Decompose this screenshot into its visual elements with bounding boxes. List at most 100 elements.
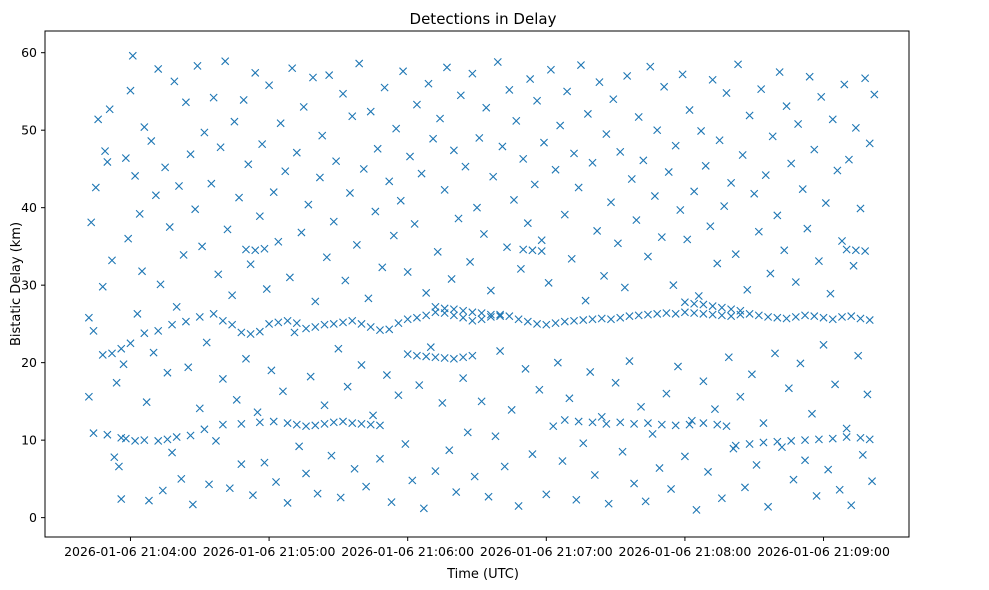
data-point-scatter-noise-168 bbox=[477, 397, 486, 406]
data-point-track-12km-a-6 bbox=[154, 436, 163, 445]
data-point-scatter-noise-211 bbox=[576, 61, 585, 70]
data-point-track-25km-main-19 bbox=[283, 316, 292, 325]
x-tick-label-2: 2026-01-06 21:06:00 bbox=[341, 544, 474, 559]
data-point-scatter-noise-28 bbox=[154, 64, 163, 73]
data-point-scatter-noise-4 bbox=[98, 282, 107, 291]
data-point-scatter-noise-108 bbox=[339, 89, 347, 98]
data-point-scatter-noise-52 bbox=[209, 93, 218, 102]
data-point-scatter-noise-99 bbox=[318, 131, 327, 140]
data-point-scatter-noise-197 bbox=[544, 278, 553, 287]
data-point-scatter-noise-280 bbox=[736, 392, 745, 401]
data-point-track-12km-a-11 bbox=[218, 420, 227, 429]
data-point-track-12km-a-8 bbox=[172, 433, 181, 442]
data-point-track-12km-a-22 bbox=[348, 419, 357, 428]
data-point-scatter-noise-154 bbox=[445, 446, 454, 455]
data-point-track-25km-main-14 bbox=[237, 328, 246, 337]
data-point-scatter-noise-218 bbox=[593, 226, 602, 235]
data-point-scatter-noise-72 bbox=[255, 212, 264, 221]
data-point-track-25km-main-26 bbox=[348, 316, 357, 325]
data-point-scatter-noise-202 bbox=[556, 121, 565, 130]
data-point-scatter-noise-103 bbox=[327, 451, 336, 460]
data-point-track-12km-b-5 bbox=[630, 419, 639, 428]
data-point-scatter-noise-6 bbox=[103, 157, 112, 166]
data-point-track-25km-main-40 bbox=[477, 315, 486, 324]
data-point-scatter-noise-12 bbox=[117, 495, 126, 504]
data-point-track-25km-main-3 bbox=[108, 349, 116, 358]
data-point-track-12km-a-13 bbox=[255, 418, 264, 427]
data-point-scatter-noise-56 bbox=[218, 374, 227, 383]
data-point-track-25km-main-22 bbox=[311, 323, 320, 331]
data-point-track-25km-main-21 bbox=[302, 324, 311, 333]
data-point-scatter-noise-81 bbox=[276, 119, 285, 128]
data-point-scatter-noise-320 bbox=[828, 115, 837, 124]
data-point-scatter-noise-291 bbox=[761, 171, 770, 180]
data-point-scatter-noise-186 bbox=[519, 154, 528, 163]
data-point-track-34km-4 bbox=[528, 246, 537, 255]
x-tick-label-5: 2026-01-06 21:09:00 bbox=[757, 544, 890, 559]
data-point-scatter-noise-303 bbox=[789, 475, 798, 484]
data-point-track-27km-upper-10 bbox=[699, 300, 708, 309]
data-point-track-25km-main-67 bbox=[727, 312, 736, 321]
data-point-scatter-noise-220 bbox=[597, 412, 606, 421]
data-point-scatter-noise-226 bbox=[611, 378, 620, 387]
data-point-scatter-noise-35 bbox=[170, 77, 179, 86]
data-point-scatter-noise-152 bbox=[440, 185, 449, 194]
data-point-scatter-noise-43 bbox=[188, 500, 197, 509]
data-point-track-25km-main-10 bbox=[195, 312, 204, 321]
data-point-scatter-noise-175 bbox=[493, 58, 502, 66]
data-point-track-25km-main-65 bbox=[708, 310, 717, 319]
data-point-scatter-noise-140 bbox=[412, 100, 421, 109]
data-point-scatter-noise-268 bbox=[708, 75, 717, 84]
data-point-scatter-noise-142 bbox=[417, 169, 426, 178]
data-point-scatter-noise-228 bbox=[616, 147, 625, 156]
data-point-scatter-noise-312 bbox=[810, 145, 819, 154]
data-point-scatter-noise-96 bbox=[311, 297, 320, 306]
data-point-scatter-noise-311 bbox=[807, 409, 816, 418]
data-point-scatter-noise-67 bbox=[244, 160, 253, 169]
data-point-scatter-noise-25 bbox=[147, 137, 156, 146]
data-point-track-25km-main-43 bbox=[505, 312, 514, 321]
data-point-scatter-noise-111 bbox=[345, 188, 354, 197]
data-point-track-25km-main-23 bbox=[320, 320, 329, 329]
data-point-scatter-noise-306 bbox=[796, 359, 805, 368]
data-point-scatter-noise-98 bbox=[315, 173, 324, 182]
data-point-scatter-noise-281 bbox=[738, 150, 747, 159]
data-point-scatter-noise-181 bbox=[507, 405, 516, 414]
data-point-scatter-noise-1 bbox=[87, 218, 96, 227]
data-point-track-25km-main-63 bbox=[690, 309, 699, 318]
data-point-scatter-noise-290 bbox=[759, 419, 768, 428]
y-axis-label: Bistatic Delay (km) bbox=[9, 222, 24, 346]
data-point-scatter-noise-215 bbox=[586, 367, 595, 376]
data-point-scatter-noise-2 bbox=[91, 183, 100, 192]
data-point-scatter-noise-73 bbox=[258, 140, 267, 149]
data-point-scatter-noise-332 bbox=[856, 204, 865, 213]
data-point-scatter-noise-153 bbox=[442, 63, 451, 72]
data-point-scatter-noise-293 bbox=[766, 269, 775, 278]
data-point-scatter-noise-241 bbox=[646, 62, 655, 71]
data-point-scatter-noise-234 bbox=[630, 479, 639, 488]
data-point-track-12km-b-10 bbox=[699, 419, 708, 428]
data-point-scatter-noise-338 bbox=[870, 90, 879, 99]
data-point-scatter-noise-144 bbox=[422, 288, 431, 297]
data-point-scatter-noise-132 bbox=[394, 391, 403, 400]
data-point-scatter-noise-314 bbox=[814, 257, 823, 266]
data-point-scatter-noise-276 bbox=[727, 178, 736, 187]
data-point-scatter-noise-77 bbox=[267, 366, 276, 375]
data-point-scatter-noise-238 bbox=[639, 156, 648, 165]
data-point-track-25km-main-42 bbox=[496, 310, 505, 319]
data-point-scatter-noise-110 bbox=[343, 382, 352, 391]
data-point-track-27km-upper-4 bbox=[468, 308, 477, 317]
data-point-scatter-noise-41 bbox=[184, 363, 193, 372]
data-point-track-25km-main-48 bbox=[551, 319, 560, 328]
data-point-scatter-noise-141 bbox=[415, 381, 424, 390]
data-point-scatter-noise-44 bbox=[191, 205, 200, 214]
data-point-scatter-noise-242 bbox=[648, 429, 657, 438]
y-tick-label-1: 10 bbox=[21, 433, 37, 448]
data-point-scatter-noise-222 bbox=[602, 130, 611, 139]
data-point-scatter-noise-225 bbox=[609, 95, 618, 104]
data-point-scatter-noise-205 bbox=[563, 87, 572, 96]
data-point-scatter-noise-114 bbox=[352, 240, 361, 249]
data-point-scatter-noise-296 bbox=[773, 211, 782, 220]
data-point-scatter-noise-250 bbox=[667, 484, 676, 493]
